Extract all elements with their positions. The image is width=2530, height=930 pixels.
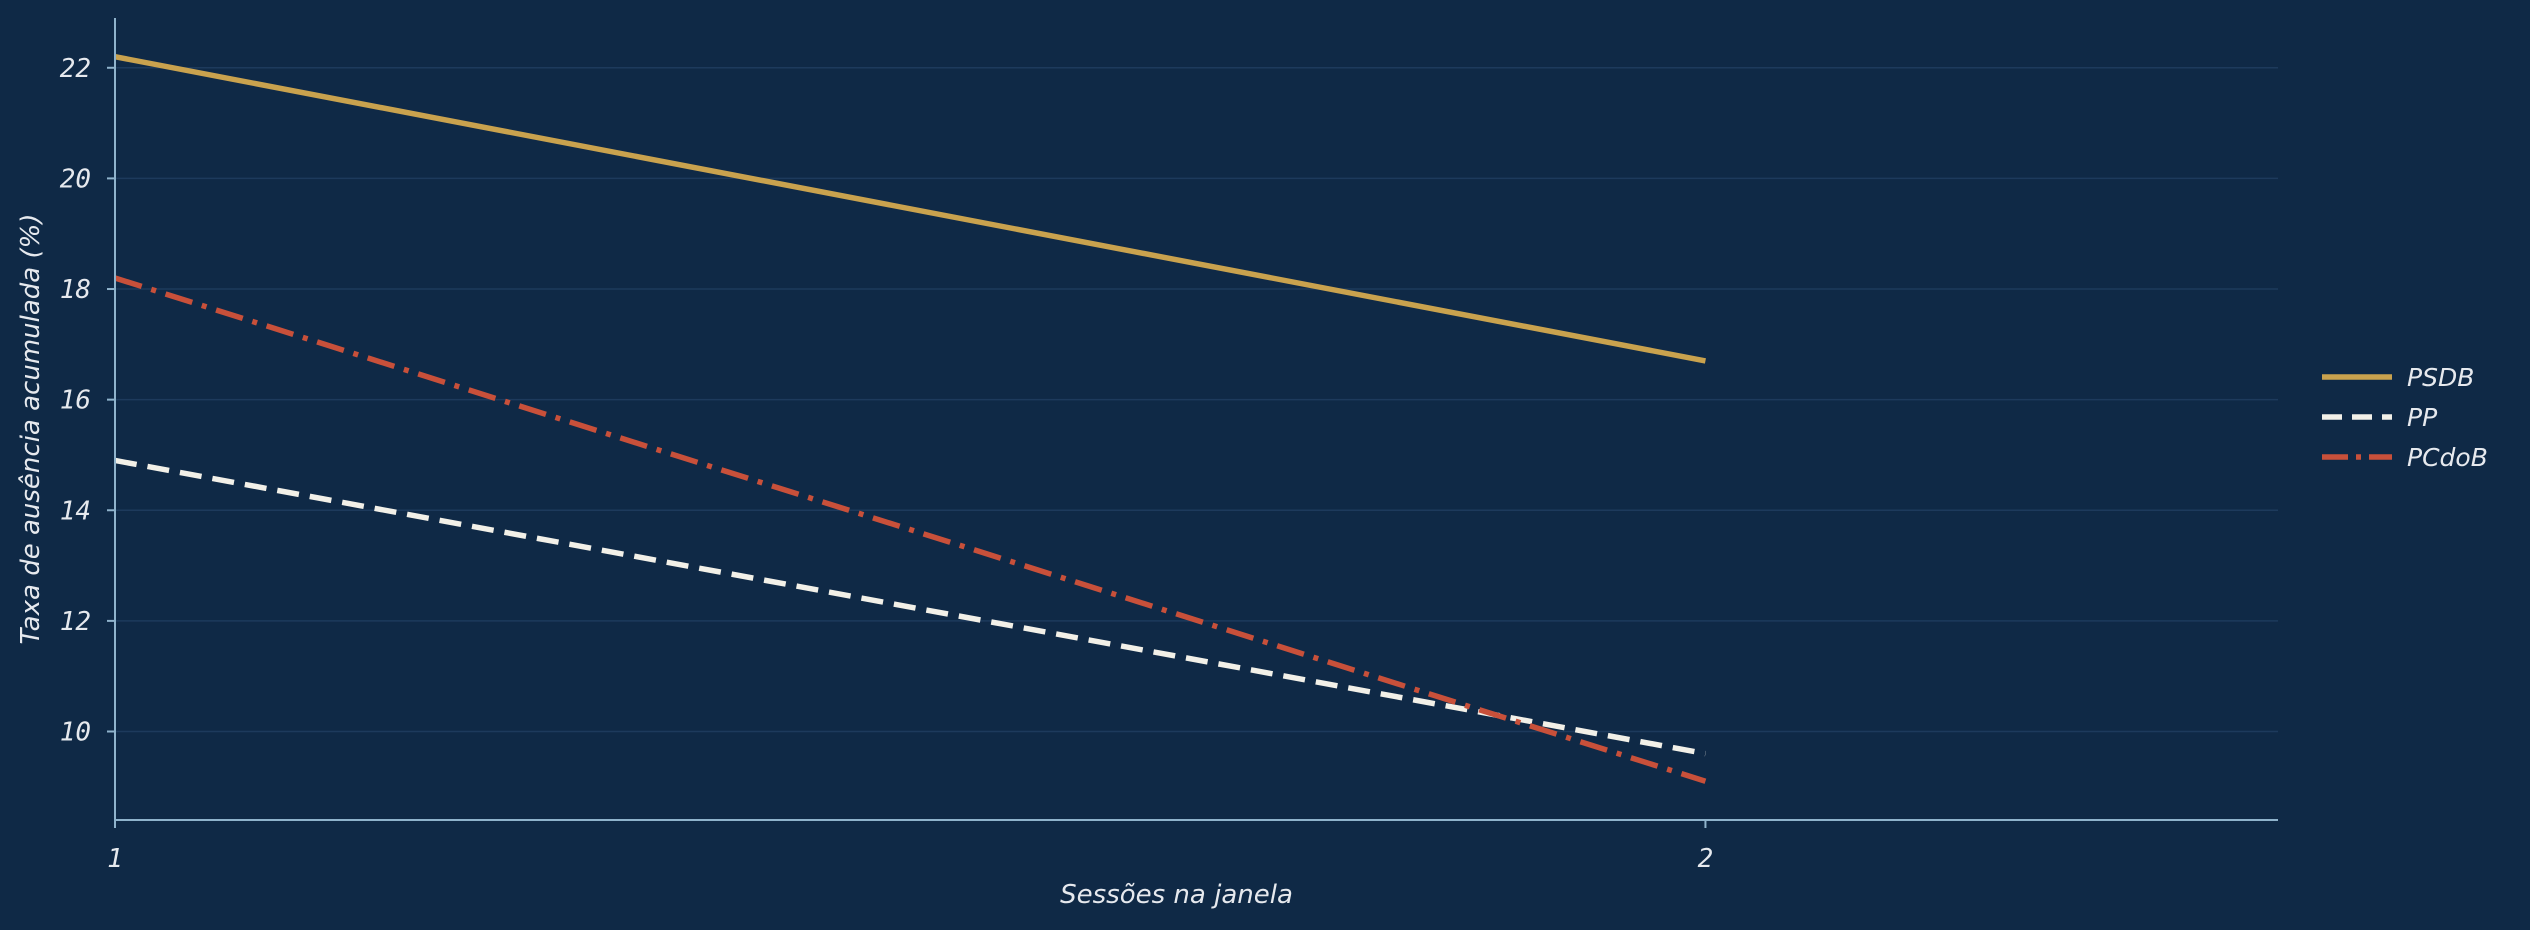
grid: [115, 67, 2278, 733]
plot-area: [114, 54, 1707, 784]
series-line-pp: [114, 457, 1706, 757]
series-line-psdb: [114, 54, 1706, 364]
y-tick-label: 20: [60, 164, 91, 194]
y-tick-label: 12: [60, 607, 91, 637]
series-line-pcdob: [114, 275, 1707, 784]
legend-label-pcdob: PCdoB: [2407, 443, 2488, 472]
x-tick-label: 2: [1698, 844, 1714, 874]
y-tick-label: 14: [60, 496, 91, 526]
y-tick-label: 22: [60, 54, 91, 84]
y-tick-label: 10: [60, 718, 91, 748]
x-axis-title: Sessões na janela: [1060, 880, 1293, 910]
legend: PSDB PP PCdoB: [2322, 363, 2488, 472]
y-axis-title: Taxa de ausência acumulada (%): [16, 214, 46, 645]
axes: [114, 18, 2278, 821]
x-tick-label: 1: [107, 844, 123, 874]
y-tick-label: 18: [60, 275, 91, 305]
legend-label-psdb: PSDB: [2407, 363, 2474, 392]
legend-label-pp: PP: [2407, 403, 2438, 432]
y-tick-label: 16: [60, 386, 91, 416]
